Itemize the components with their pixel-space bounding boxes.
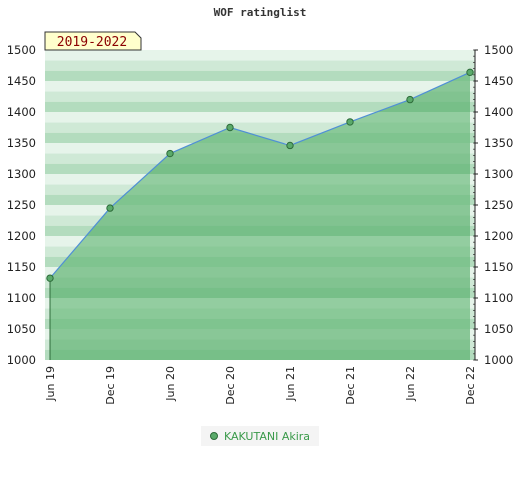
y-tick-label-right: 1350 [484,136,513,150]
data-point [226,123,234,132]
y-tick-label-right: 1250 [484,198,513,212]
background-band [45,112,475,123]
y-tick-label-right: 1200 [484,229,513,243]
y-tick-label-right: 1500 [484,43,513,57]
legend-label: KAKUTANI Akira [223,429,311,443]
background-band [45,81,475,92]
period-badge-text: 2019-2022 [57,35,127,50]
background-band [45,50,475,61]
y-tick-label-left: 1350 [7,136,36,150]
y-tick-label-right: 1400 [484,105,513,119]
y-tick-label-left: 1250 [7,198,36,212]
background-band [45,60,475,71]
series-line [49,71,471,279]
y-tick-label-right: 1000 [484,353,513,367]
area-band [50,267,470,298]
background-band [45,101,475,112]
x-axis: Jun 19 Dec 19 Jun 20 Dec 20 Jun 21 Dec 21 Jun … [44,366,477,405]
y-tick-label-left: 1000 [7,353,36,367]
x-tick-label: Jun 20 [164,366,177,402]
data-point [286,141,294,150]
y-tick-label-left: 1500 [7,43,36,57]
y-tick-label-left: 1450 [7,74,36,88]
background-band [45,70,475,81]
data-markers [46,68,474,282]
y-tick-label-left: 1200 [7,229,36,243]
x-tick-label: Dec 19 [104,366,117,405]
x-tick-label: Dec 22 [464,366,477,405]
period-badge: 2019-2022 [44,31,142,51]
data-point [166,149,174,158]
area-band [50,205,470,236]
y-tick-label-left: 1050 [7,322,36,336]
legend: KAKUTANI Akira [201,426,319,446]
area-band [50,329,470,360]
data-point [46,274,54,282]
y-tick-label-left: 1150 [7,260,36,274]
x-tick-label: Jun 19 [44,366,57,402]
background-band [45,91,475,102]
chart-title: WOF ratinglist [214,6,307,19]
y-tick-label-left: 1300 [7,167,36,181]
x-tick-label: Jun 22 [404,366,417,402]
x-tick-label: Dec 20 [224,366,237,405]
legend-marker-icon [209,432,218,440]
y-axis-left: 1000 1050 1100 1150 1200 1250 1300 1350 1400 1450… [7,43,36,367]
y-tick-label-right: 1300 [484,167,513,181]
data-point [466,68,474,77]
y-tick-label-right: 1150 [484,260,513,274]
x-tick-label: Jun 21 [284,366,297,402]
y-tick-label-left: 1400 [7,105,36,119]
series-area [50,72,470,360]
y-tick-label-right: 1100 [484,291,513,305]
y-axis-right: 1000 1050 1100 1150 1200 1250 1300 1350 1400 1450… [473,43,513,367]
background-band [45,122,475,133]
y-tick-label-left: 1100 [7,291,36,305]
y-tick-label-right: 1450 [484,74,513,88]
data-point [406,95,414,104]
data-point [106,204,114,212]
x-tick-label: Dec 21 [344,366,357,405]
data-point [346,118,354,126]
y-tick-label-right: 1050 [484,322,513,336]
